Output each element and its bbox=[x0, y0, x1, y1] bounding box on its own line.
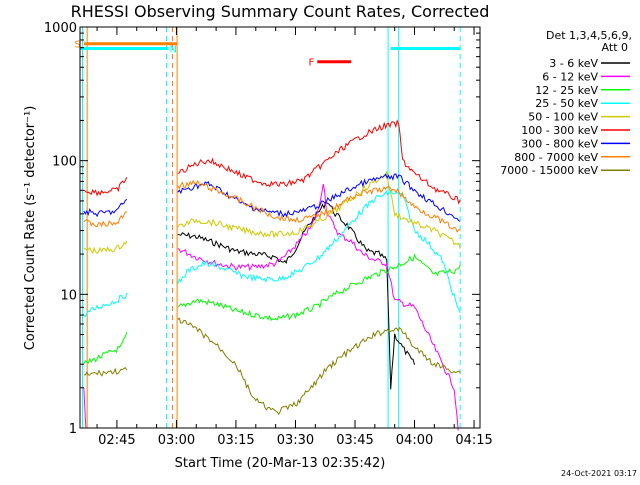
legend-label-8: 800 - 7000 keV bbox=[514, 151, 598, 164]
y-tick-label: 1000 bbox=[44, 21, 77, 36]
y-tick-label: 10 bbox=[60, 288, 77, 303]
legend-label-9: 7000 - 15000 keV bbox=[500, 164, 598, 177]
x-tick-label: 04:15 bbox=[455, 433, 492, 448]
series-800-7000-kev-line bbox=[83, 179, 461, 233]
plot-area: S N F bbox=[74, 27, 461, 431]
legend-label-2: 6 - 12 keV bbox=[542, 70, 598, 83]
x-axis-label: Start Time (20-Mar-13 02:35:42) bbox=[175, 456, 386, 471]
x-tick-label: 03:00 bbox=[158, 433, 195, 448]
x-tick-label: 03:15 bbox=[217, 433, 254, 448]
footer-timestamp: 24-Oct-2021 03:17 bbox=[561, 469, 637, 478]
legend-label-6: 100 - 300 keV bbox=[521, 124, 598, 137]
y-axis-label: Corrected Count Rate (s⁻¹ detector⁻¹) bbox=[23, 106, 38, 351]
legend-header-detectors: Det 1,3,4,5,6,9, bbox=[546, 29, 632, 42]
annotation-s-label: S bbox=[74, 40, 80, 51]
axes: 1 10 100 1000 02:45 03:00 03:15 03:30 03:45 04:00… bbox=[44, 21, 493, 448]
series-25-50-kev-line bbox=[83, 189, 461, 318]
legend-label-1: 3 - 6 keV bbox=[549, 57, 598, 70]
series-6-12-kev-line bbox=[83, 184, 459, 431]
series-12-25-kev-line bbox=[83, 253, 461, 365]
legend-label-7: 300 - 800 keV bbox=[521, 137, 598, 150]
y-tick-label: 100 bbox=[52, 155, 77, 170]
chart-title: RHESSI Observing Summary Count Rates, Co… bbox=[71, 2, 490, 21]
legend-label-3: 12 - 25 keV bbox=[535, 84, 598, 97]
x-tick-label: 04:00 bbox=[396, 433, 433, 448]
plot-frame bbox=[79, 26, 481, 429]
legend-label-4: 25 - 50 keV bbox=[535, 97, 598, 110]
annotation-n-label: N bbox=[169, 45, 176, 56]
x-tick-label: 03:30 bbox=[277, 433, 314, 448]
series-50-100-kev-line bbox=[83, 171, 461, 255]
x-tick-label: 02:45 bbox=[98, 433, 135, 448]
annotation-f-label: F bbox=[309, 58, 315, 69]
series-3-6-kev-line bbox=[177, 202, 415, 390]
legend-label-5: 50 - 100 keV bbox=[528, 111, 598, 124]
x-tick-label: 03:45 bbox=[336, 433, 373, 448]
legend-header-attenuator: Att 0 bbox=[602, 41, 628, 54]
y-tick-label: 1 bbox=[69, 422, 77, 437]
series-100-300-kev-line bbox=[83, 119, 461, 205]
series-7000-15000-kev-line bbox=[83, 317, 461, 416]
